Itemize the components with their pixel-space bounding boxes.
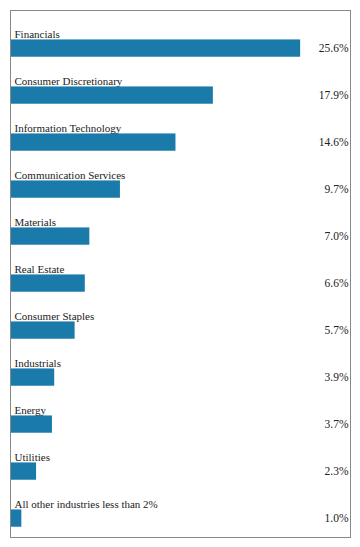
- svg-text:9.7%: 9.7%: [325, 183, 349, 195]
- svg-text:Financials: Financials: [15, 28, 60, 40]
- svg-text:17.9%: 17.9%: [319, 89, 349, 101]
- svg-text:14.6%: 14.6%: [319, 136, 349, 148]
- svg-text:Consumer Staples: Consumer Staples: [15, 310, 95, 322]
- svg-text:25.6%: 25.6%: [319, 42, 349, 54]
- svg-text:Information Technology: Information Technology: [15, 122, 122, 134]
- svg-text:6.6%: 6.6%: [325, 277, 349, 289]
- svg-text:3.9%: 3.9%: [325, 371, 349, 383]
- svg-text:1.0%: 1.0%: [325, 512, 349, 524]
- svg-text:Utilities: Utilities: [15, 451, 50, 463]
- svg-text:3.7%: 3.7%: [325, 418, 349, 430]
- svg-text:2.3%: 2.3%: [325, 465, 349, 477]
- svg-text:Consumer Discretionary: Consumer Discretionary: [15, 75, 123, 87]
- svg-text:Communication Services: Communication Services: [15, 169, 126, 181]
- svg-text:Real Estate: Real Estate: [15, 263, 65, 275]
- svg-text:All other industries less than: All other industries less than 2%: [15, 498, 158, 510]
- svg-text:5.7%: 5.7%: [325, 324, 349, 336]
- svg-text:Energy: Energy: [15, 404, 47, 416]
- svg-text:Industrials: Industrials: [15, 357, 61, 369]
- svg-text:7.0%: 7.0%: [325, 230, 349, 242]
- svg-text:Materials: Materials: [15, 216, 57, 228]
